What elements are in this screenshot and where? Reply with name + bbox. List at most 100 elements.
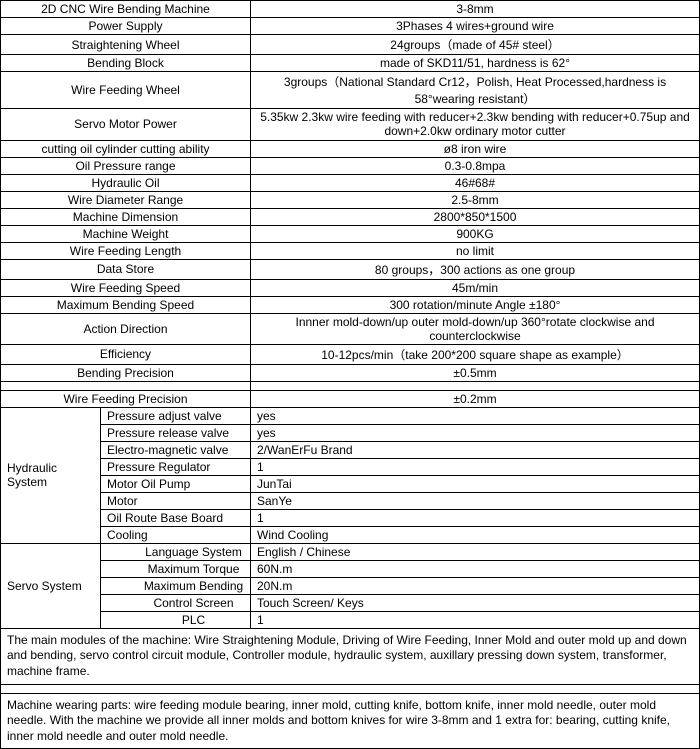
spec-label: Bending Precision [1,364,251,381]
hydraulic-item-label: Pressure Regulator [101,458,251,475]
hydraulic-row: Pressure release valveyes [1,424,700,441]
hydraulic-item-label: Motor Oil Pump [101,475,251,492]
hydraulic-item-value: yes [251,424,700,441]
desc-modules-row: The main modules of the machine: Wire St… [1,628,700,684]
spec-value: 24groups（made of 45# steel） [251,35,700,55]
hydraulic-item-label: Motor [101,492,251,509]
spec-value: Innner mold-down/up outer mold-down/up 3… [251,313,700,344]
spec-label: cutting oil cylinder cutting ability [1,140,251,157]
spec-label: Machine Dimension [1,208,251,225]
spacer-row [1,684,700,693]
servo-item-value: 60N.m [251,560,700,577]
spec-value: 900KG [251,225,700,242]
spec-value: 0.3-0.8mpa [251,157,700,174]
spacer-row [1,381,700,390]
spec-value: 2800*850*1500 [251,208,700,225]
hydraulic-row: CoolingWind Cooling [1,526,700,543]
spec-label: Wire Diameter Range [1,191,251,208]
spec-table: 2D CNC Wire Bending Machine3-8mmPower Su… [0,0,700,749]
spec-value: 5.35kw 2.3kw wire feeding with reducer+2… [251,109,700,141]
desc-wearing-row: Machine wearing parts: wire feeding modu… [1,693,700,749]
hydraulic-row: Motor Oil PumpJunTai [1,475,700,492]
servo-item-value: Touch Screen/ Keys [251,594,700,611]
spec-value: 3groups（National Standard Cr12，Polish, H… [251,72,700,109]
spec-label: Maximum Bending Speed [1,296,251,313]
servo-item-label: Language System [101,543,251,560]
spec-row: Oil Pressure range0.3-0.8mpa [1,157,700,174]
spec-value: 45m/min [251,279,700,296]
spec-row: Maximum Bending Speed300 rotation/minute… [1,296,700,313]
spec-row: Wire Feeding Wheel3groups（National Stand… [1,72,700,109]
servo-row: PLC1 [1,611,700,628]
spec-value: made of SKD11/51, hardness is 62° [251,55,700,72]
hydraulic-row: Hydraulic SystemPressure adjust valveyes [1,407,700,424]
hydraulic-item-value: JunTai [251,475,700,492]
spec-label: Oil Pressure range [1,157,251,174]
spec-row: Bending Precision±0.5mm [1,364,700,381]
hydraulic-row: Electro-magnetic valve2/WanErFu Brand [1,441,700,458]
spec-value: 46#68# [251,174,700,191]
servo-row: Maximum Bending20N.m [1,577,700,594]
spec-value: 10-12pcs/min（take 200*200 square shape a… [251,344,700,364]
hydraulic-row: Pressure Regulator1 [1,458,700,475]
spec-row: Machine Weight900KG [1,225,700,242]
spec-row: Hydraulic Oil46#68# [1,174,700,191]
spec-value: ±0.5mm [251,364,700,381]
spec-label: Efficiency [1,344,251,364]
hydraulic-item-label: Pressure release valve [101,424,251,441]
hydraulic-item-label: Pressure adjust valve [101,407,251,424]
spec-row: 2D CNC Wire Bending Machine3-8mm [1,1,700,18]
spec-row: Wire Feeding Speed45m/min [1,279,700,296]
spec-value: 80 groups，300 actions as one group [251,259,700,279]
spec-label: Power Supply [1,18,251,35]
spec-row: Wire Feeding Precision±0.2mm [1,390,700,407]
spec-value: no limit [251,242,700,259]
spec-row: Straightening Wheel24groups（made of 45# … [1,35,700,55]
hydraulic-item-value: SanYe [251,492,700,509]
desc-wearing: Machine wearing parts: wire feeding modu… [1,693,700,749]
servo-item-value: English / Chinese [251,543,700,560]
spec-label: Machine Weight [1,225,251,242]
hydraulic-item-label: Electro-magnetic valve [101,441,251,458]
spec-label: Bending Block [1,55,251,72]
servo-item-label: Control Screen [101,594,251,611]
servo-item-label: Maximum Bending [101,577,251,594]
spec-label: Servo Motor Power [1,109,251,141]
hydraulic-item-value: 1 [251,509,700,526]
servo-title: Servo System [1,543,101,628]
spec-label: Data Store [1,259,251,279]
spec-label: 2D CNC Wire Bending Machine [1,1,251,18]
spec-row: Power Supply3Phases 4 wires+ground wire [1,18,700,35]
servo-row: Control ScreenTouch Screen/ Keys [1,594,700,611]
servo-item-value: 20N.m [251,577,700,594]
spec-row: Bending Blockmade of SKD11/51, hardness … [1,55,700,72]
hydraulic-item-value: yes [251,407,700,424]
hydraulic-item-value: 1 [251,458,700,475]
servo-item-label: Maximum Torque [101,560,251,577]
spec-value: 3-8mm [251,1,700,18]
spec-row: Data Store80 groups，300 actions as one g… [1,259,700,279]
desc-modules: The main modules of the machine: Wire St… [1,628,700,684]
hydraulic-item-value: 2/WanErFu Brand [251,441,700,458]
servo-row: Servo SystemLanguage SystemEnglish / Chi… [1,543,700,560]
spec-label: Wire Feeding Precision [1,390,251,407]
hydraulic-item-label: Oil Route Base Board [101,509,251,526]
hydraulic-item-label: Cooling [101,526,251,543]
spec-value: 300 rotation/minute Angle ±180° [251,296,700,313]
spec-label: Hydraulic Oil [1,174,251,191]
spec-row: Machine Dimension2800*850*1500 [1,208,700,225]
spec-value: 3Phases 4 wires+ground wire [251,18,700,35]
spec-row: Efficiency10-12pcs/min（take 200*200 squa… [1,344,700,364]
hydraulic-item-value: Wind Cooling [251,526,700,543]
servo-row: Maximum Torque60N.m [1,560,700,577]
spec-row: Wire Feeding Lengthno limit [1,242,700,259]
hydraulic-title: Hydraulic System [1,407,101,543]
spec-label: Wire Feeding Wheel [1,72,251,109]
servo-item-label: PLC [101,611,251,628]
spec-row: Wire Diameter Range2.5-8mm [1,191,700,208]
spec-value: ±0.2mm [251,390,700,407]
spec-row: cutting oil cylinder cutting abilityø8 i… [1,140,700,157]
hydraulic-row: MotorSanYe [1,492,700,509]
spec-label: Straightening Wheel [1,35,251,55]
servo-item-value: 1 [251,611,700,628]
